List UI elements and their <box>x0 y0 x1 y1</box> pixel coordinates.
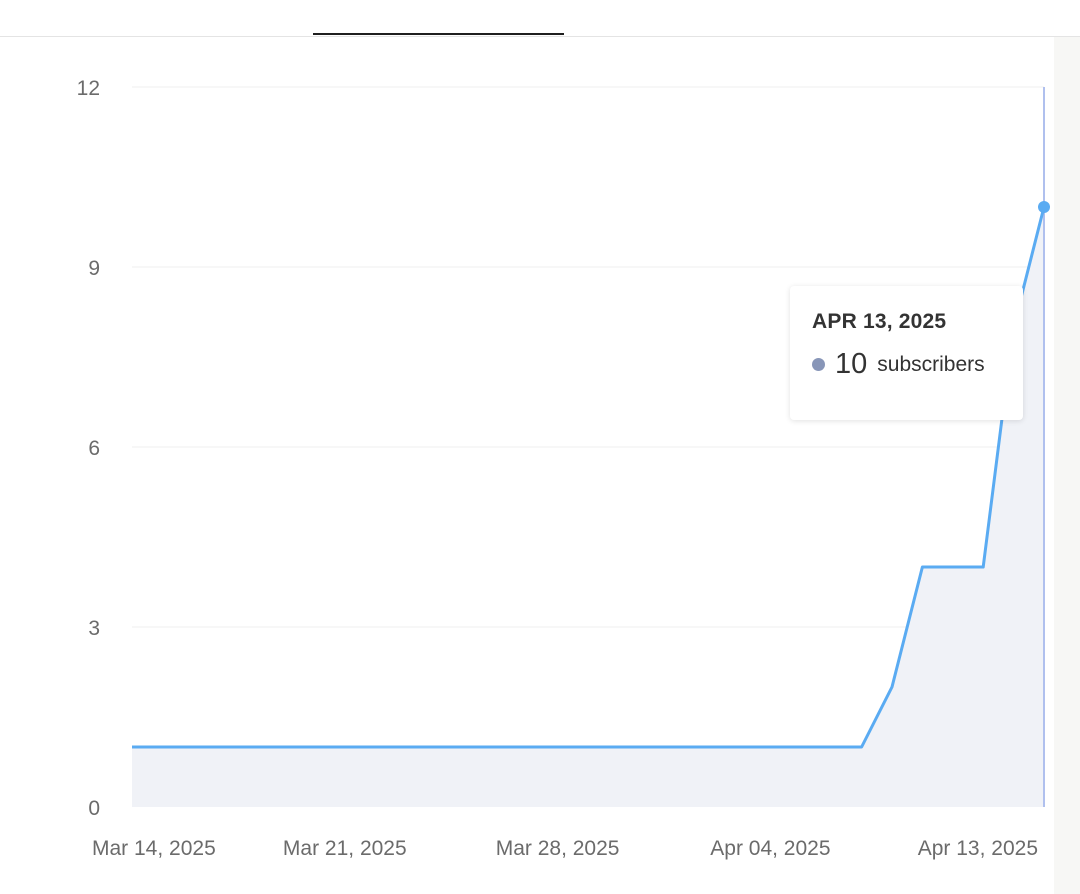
top-tab-bar <box>0 0 1080 37</box>
tooltip-value: 10 <box>835 348 868 380</box>
tooltip-dot-icon <box>812 358 825 371</box>
series-line <box>132 206 1046 749</box>
y-tick-label: 0 <box>88 797 100 820</box>
highlighted-data-point <box>1038 201 1050 213</box>
tooltip-date: APR 13, 2025 <box>812 310 947 333</box>
x-tick-label: Apr 13, 2025 <box>918 837 1038 860</box>
tooltip-unit: subscribers <box>877 352 985 376</box>
y-tick-label: 6 <box>88 437 100 460</box>
y-tick-label: 9 <box>88 257 100 280</box>
y-tick-label: 3 <box>88 617 100 640</box>
x-axis-ticks: Mar 14, 2025 Mar 21, 2025 Mar 28, 2025 Apr … <box>92 837 1038 860</box>
y-axis-ticks: 0 3 6 9 12 <box>77 77 100 820</box>
x-tick-label: Mar 14, 2025 <box>92 837 216 860</box>
right-panel-edge <box>1054 37 1080 894</box>
chart-tooltip: APR 13, 2025 10 subscribers <box>790 286 1023 420</box>
grid-lines <box>132 86 1044 628</box>
active-tab-indicator <box>313 33 564 35</box>
x-tick-label: Mar 21, 2025 <box>283 837 407 860</box>
x-tick-label: Apr 04, 2025 <box>710 837 830 860</box>
data-points <box>1038 201 1050 213</box>
x-tick-label: Mar 28, 2025 <box>496 837 620 860</box>
tooltip-row: 10 subscribers <box>812 348 1023 381</box>
y-tick-label: 12 <box>77 77 100 100</box>
